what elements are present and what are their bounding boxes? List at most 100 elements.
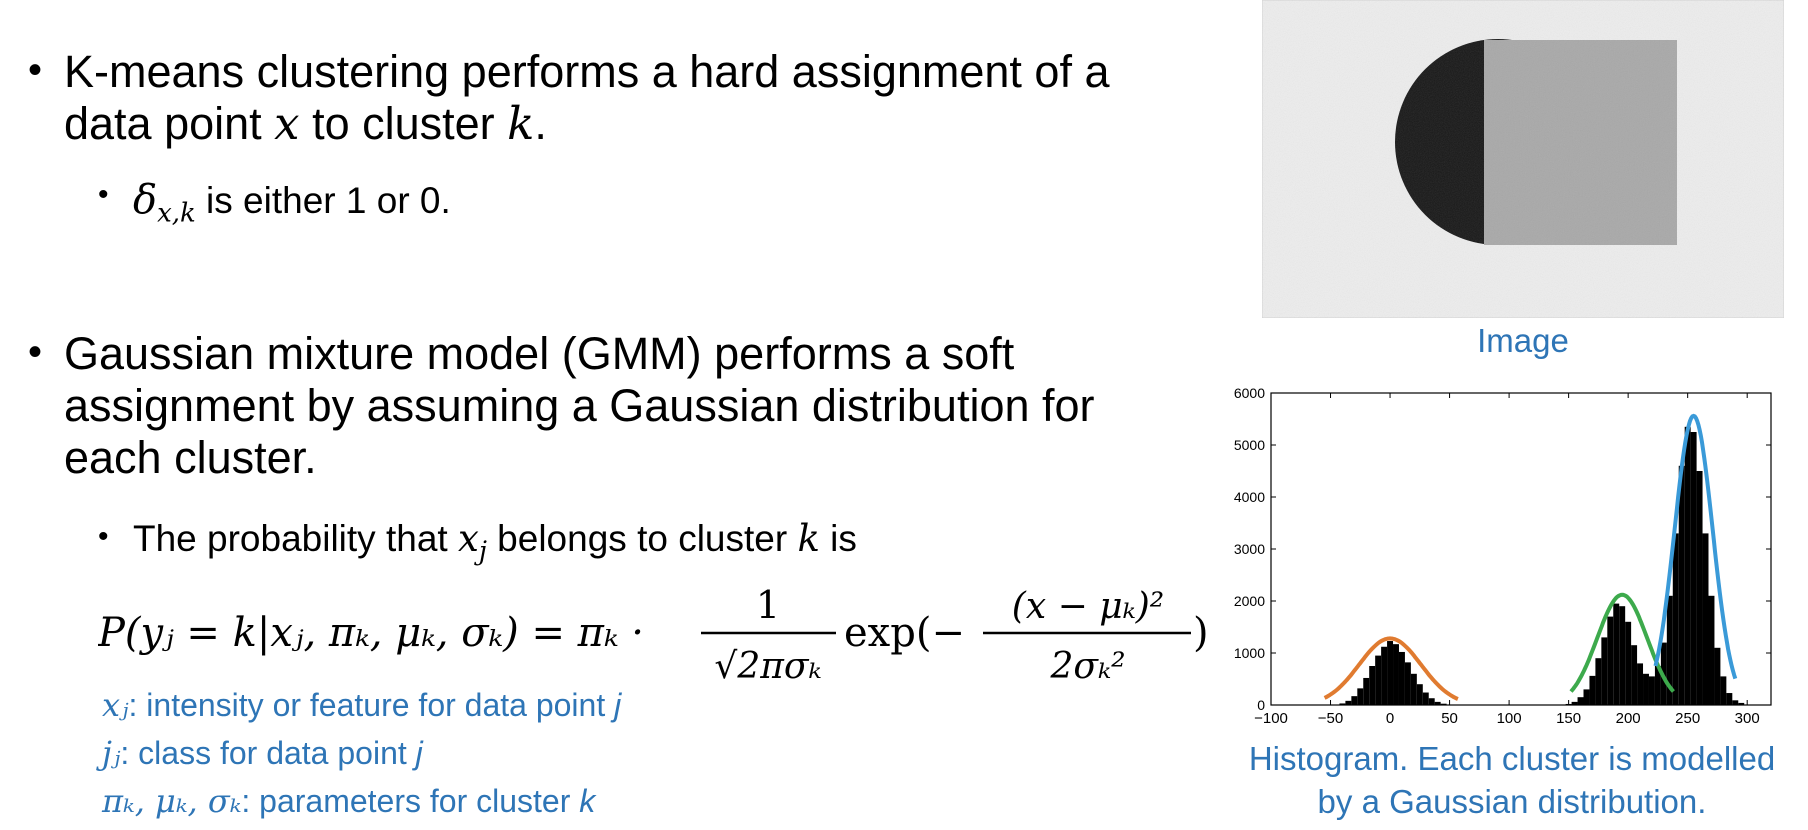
y-tick-label: 2000 bbox=[1234, 593, 1265, 609]
histogram-bar bbox=[1387, 641, 1394, 705]
histogram-bar bbox=[1434, 701, 1441, 705]
histogram-caption: Histogram. Each cluster is modelled by a… bbox=[1222, 738, 1802, 824]
y-tick-label: 1000 bbox=[1234, 645, 1265, 661]
bullet-1-line-1: K-means clustering performs a hard assig… bbox=[64, 46, 1110, 97]
histogram-bar bbox=[1732, 700, 1739, 705]
bullet-2-line-1: Gaussian mixture model (GMM) performs a … bbox=[64, 328, 1015, 379]
x-tick-label: −100 bbox=[1254, 710, 1288, 727]
histogram-caption-line-2: by a Gaussian distribution. bbox=[1317, 782, 1707, 820]
gmm-probability-formula: P(yⱼ = k|xⱼ, πₖ, μₖ, σₖ) = πₖ · 1 √2πσₖ … bbox=[98, 583, 1208, 687]
y-tick-label: 4000 bbox=[1234, 489, 1265, 505]
histogram-caption-line-1: Histogram. Each cluster is modelled bbox=[1248, 740, 1776, 777]
histogram-bar bbox=[1410, 673, 1417, 705]
histogram-bar bbox=[1678, 465, 1685, 705]
y-tick-label: 6000 bbox=[1234, 385, 1265, 401]
bullet-1: K-means clustering performs a hard assig… bbox=[64, 46, 1224, 150]
y-tick-label: 5000 bbox=[1234, 437, 1265, 453]
y-tick-label: 3000 bbox=[1234, 541, 1265, 557]
sub-bullet-marker: • bbox=[98, 178, 109, 211]
histogram-bar bbox=[1583, 689, 1590, 705]
histogram-bar bbox=[1607, 616, 1614, 705]
y-tick-label: 0 bbox=[1257, 697, 1265, 713]
formula-lhs: P(yⱼ = k|xⱼ, πₖ, μₖ, σₖ) = πₖ · bbox=[98, 610, 644, 656]
x-tick-label: −50 bbox=[1318, 710, 1343, 727]
bullet-2-line-2: assignment by assuming a Gaussian distri… bbox=[64, 380, 1095, 432]
gaussian-curve-1 bbox=[1323, 636, 1459, 701]
histogram-bar bbox=[1672, 533, 1679, 705]
sub-bullet-marker: • bbox=[98, 520, 109, 553]
histogram-bar bbox=[1416, 684, 1423, 705]
histogram-bar bbox=[1702, 533, 1709, 705]
histogram-bar bbox=[1440, 703, 1447, 705]
legend-line-2: jⱼ: class for data point j bbox=[102, 734, 423, 772]
x-tick-label: 150 bbox=[1556, 710, 1581, 727]
var-k: k bbox=[507, 97, 535, 151]
histogram-bar bbox=[1369, 666, 1376, 705]
histogram-bar bbox=[1619, 606, 1626, 705]
histogram-bar bbox=[1708, 595, 1715, 705]
image-caption: Image bbox=[1477, 322, 1569, 359]
histogram-bar bbox=[1357, 688, 1364, 705]
histogram-bar bbox=[1428, 698, 1435, 705]
x-tick-label: 0 bbox=[1386, 710, 1394, 727]
histogram-bar bbox=[1589, 675, 1596, 705]
histogram-bar bbox=[1684, 426, 1691, 705]
histogram-bar bbox=[1643, 673, 1649, 705]
sub-bullet-2: The probability that xj belongs to clust… bbox=[133, 517, 857, 567]
histogram-bar bbox=[1345, 700, 1352, 705]
gaussian-curve-3 bbox=[1653, 413, 1738, 680]
histogram-bar bbox=[1637, 663, 1644, 705]
histogram-bar bbox=[1571, 701, 1578, 705]
histogram-bar bbox=[1404, 662, 1411, 705]
histogram-bar bbox=[1339, 703, 1346, 705]
histogram-bar bbox=[1631, 645, 1638, 705]
gaussian-curves bbox=[1323, 413, 1738, 701]
delta-symbol: δ bbox=[133, 177, 158, 223]
histogram-bar bbox=[1625, 621, 1632, 705]
image-noise bbox=[1262, 0, 1784, 318]
histogram-bar bbox=[1714, 647, 1721, 705]
histogram-bar bbox=[1398, 651, 1405, 705]
histogram-bar bbox=[1351, 696, 1358, 705]
formula-frac2-numerator: (x − μₖ)² bbox=[1012, 586, 1164, 627]
histogram-bar bbox=[1601, 637, 1608, 705]
bullet-2: Gaussian mixture model (GMM) performs a … bbox=[64, 328, 1224, 485]
x-tick-label: 100 bbox=[1497, 710, 1522, 727]
histogram-bar bbox=[1613, 603, 1620, 705]
histogram-bar bbox=[1595, 658, 1602, 705]
bullet-marker: • bbox=[28, 330, 43, 374]
histogram-chart: −100 −50 0 50 100 150 200 250 300010002000300040… bbox=[1234, 385, 1772, 727]
histogram-bar bbox=[1690, 432, 1697, 705]
histogram-bars bbox=[1339, 426, 1745, 705]
bullet-marker: • bbox=[28, 48, 43, 92]
histogram-bar bbox=[1720, 676, 1727, 705]
var-x: x bbox=[274, 97, 300, 151]
histogram-bar bbox=[1648, 676, 1655, 705]
histogram-bar bbox=[1381, 646, 1388, 705]
sub-bullet-1: δx,k is either 1 or 0. bbox=[133, 177, 451, 229]
formula-frac1-numerator: 1 bbox=[756, 583, 780, 627]
histogram-bar bbox=[1422, 692, 1429, 705]
formula-frac2-denominator: 2σₖ² bbox=[1049, 646, 1125, 687]
legend-line-1: xⱼ: intensity or feature for data point … bbox=[102, 686, 622, 724]
histogram-bar bbox=[1363, 677, 1370, 705]
legend-line-3: πₖ, μₖ, σₖ: parameters for cluster k bbox=[102, 782, 596, 820]
histogram-bar bbox=[1726, 693, 1733, 705]
formula-close: ) bbox=[1193, 610, 1208, 656]
histogram-bar bbox=[1393, 644, 1399, 705]
bullet-1-line-2: data point x to cluster k. bbox=[64, 97, 547, 151]
histogram-bar bbox=[1654, 666, 1661, 705]
x-tick-label: 250 bbox=[1675, 710, 1700, 727]
bullet-2-line-3: each cluster. bbox=[64, 432, 317, 484]
histogram-bar bbox=[1577, 697, 1584, 705]
histogram-bar bbox=[1666, 595, 1673, 705]
x-tick-label: 50 bbox=[1441, 710, 1458, 727]
formula-frac1-denominator: √2πσₖ bbox=[714, 646, 821, 687]
histogram-bar bbox=[1375, 655, 1382, 705]
axis-ticks: −100 −50 0 50 100 150 200 250 300010002000300040… bbox=[1234, 385, 1771, 727]
histogram-bar bbox=[1696, 471, 1703, 705]
formula-exp: exp(− bbox=[844, 610, 965, 656]
sample-image bbox=[1262, 0, 1784, 318]
x-tick-label: 200 bbox=[1616, 710, 1641, 727]
x-tick-label: 300 bbox=[1735, 710, 1760, 727]
